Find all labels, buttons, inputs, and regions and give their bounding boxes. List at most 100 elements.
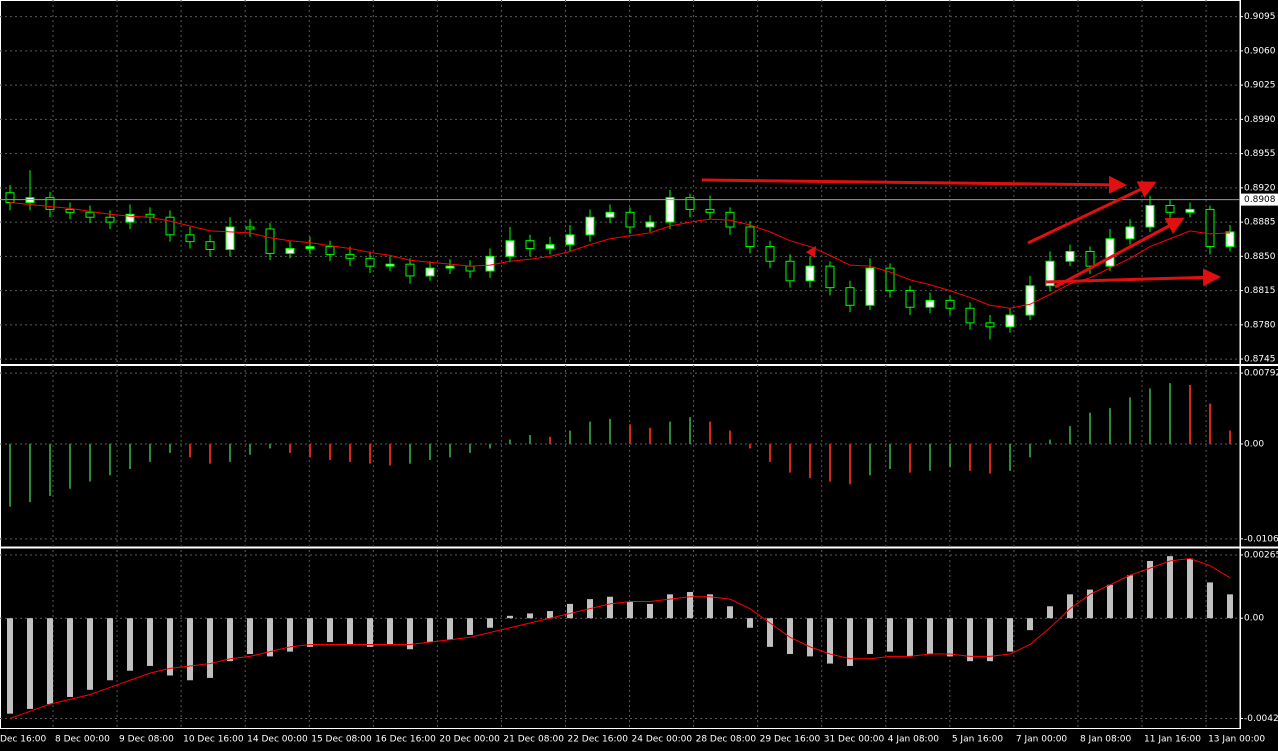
histogram-bar [1187, 558, 1193, 619]
x-tick-label: 8 Jan 08:00 [1080, 735, 1132, 745]
y-tick-label: 0.8850 [1244, 252, 1276, 262]
candle-body [905, 290, 915, 308]
candle-body [465, 265, 475, 272]
y-tick-label: 0.8920 [1244, 183, 1276, 193]
y-tick-label: -0.0106 [1244, 534, 1278, 544]
histogram-bar [769, 443, 771, 462]
histogram-bar [627, 601, 633, 619]
histogram-bar [629, 424, 631, 444]
histogram-bar [707, 594, 713, 619]
histogram-bar [829, 443, 831, 482]
candle-body [1085, 250, 1095, 267]
histogram-bar [1087, 589, 1093, 619]
x-tick-label: 10 Dec 16:00 [183, 735, 244, 745]
histogram-bar [147, 618, 153, 666]
candle-body [1185, 208, 1195, 213]
histogram-bar [307, 618, 313, 647]
histogram-bar [989, 443, 991, 474]
histogram-bar [469, 443, 471, 453]
moving-average [9, 202, 1231, 309]
histogram-bar [89, 443, 91, 482]
y-tick-label: 0.00 [1244, 614, 1264, 624]
y-tick-label: -0.0042 [1244, 714, 1278, 724]
histogram-bar [287, 618, 293, 652]
candle-body [305, 246, 315, 250]
histogram-bar [129, 443, 131, 470]
histogram-bar [389, 443, 391, 466]
histogram-bar [1129, 397, 1131, 444]
histogram-bar [969, 443, 971, 471]
candle-body [1005, 314, 1015, 328]
candle-body [945, 299, 955, 309]
histogram-bar [229, 443, 231, 462]
candle-body [65, 208, 75, 213]
histogram-bar [369, 443, 371, 464]
candle-body [1145, 204, 1155, 228]
histogram-bar [987, 618, 993, 662]
arrow [1054, 217, 1185, 289]
candle-body [565, 234, 575, 246]
candle-body [645, 221, 655, 228]
annotations [701, 175, 1221, 289]
x-tick-label: 14 Dec 00:00 [247, 735, 308, 745]
histogram-bar [547, 611, 553, 619]
y-tick-label: 0.8815 [1244, 286, 1276, 296]
candle-body [325, 246, 335, 255]
x-tick-label: 9 Dec 08:00 [119, 735, 174, 745]
y-tick-label: 0.8955 [1244, 149, 1276, 159]
x-tick-label: 24 Dec 00:00 [632, 735, 693, 745]
x-tick-label: 7 Jan 00:00 [1016, 735, 1068, 745]
candle-body [1225, 231, 1235, 248]
histogram-bar [127, 618, 133, 671]
candle-body [265, 228, 275, 254]
candle-body [185, 234, 195, 243]
histogram-bar [1109, 408, 1111, 444]
histogram-bar [507, 615, 513, 619]
histogram-bar [1089, 412, 1091, 444]
histogram-bar [689, 417, 691, 444]
candle-body [685, 197, 695, 210]
histogram-bar [209, 443, 211, 464]
histogram-bar [407, 618, 413, 650]
candle-body [485, 255, 495, 272]
histogram-bar [189, 443, 191, 458]
candle-body [1045, 260, 1055, 287]
candle-body [825, 265, 835, 289]
histogram-bar [1147, 560, 1153, 619]
last-price-box [1241, 193, 1278, 206]
candle-body [545, 244, 555, 250]
histogram-bar [227, 618, 233, 662]
candle-body [225, 226, 235, 251]
histogram-bar [167, 618, 173, 676]
candle-body [765, 246, 775, 262]
histogram-bar [787, 618, 793, 655]
last-price-label: 0.8908 [1244, 195, 1276, 205]
candle-body [125, 213, 135, 223]
histogram-bar [947, 618, 953, 657]
candle-body [585, 216, 595, 236]
histogram-bar [169, 443, 171, 453]
histogram-bar [1007, 618, 1013, 652]
histogram-bar [747, 618, 753, 628]
x-tick-label: 16 Dec 16:00 [375, 735, 436, 745]
candle-body [245, 226, 255, 230]
histogram-bar [289, 443, 291, 453]
x-tick-label: 11 Jan 16:00 [1144, 735, 1201, 745]
histogram-bar [1167, 556, 1173, 619]
histogram-bar [1127, 575, 1133, 619]
histogram-bar [727, 606, 733, 619]
histogram-bar [549, 436, 551, 444]
histogram-bar [429, 443, 431, 461]
histogram-bar [467, 618, 473, 635]
histogram-bar [767, 618, 773, 647]
histogram-bar [1009, 443, 1011, 471]
histogram-bar [927, 618, 933, 655]
histogram-bar [487, 618, 493, 628]
candle-body [1165, 204, 1175, 213]
candle-body [1125, 226, 1135, 240]
y-tick-label: 0.8885 [1244, 218, 1276, 228]
histogram-bar [1029, 443, 1031, 458]
histogram-bar [849, 443, 851, 485]
y-tick-label: 0.8990 [1244, 115, 1276, 125]
